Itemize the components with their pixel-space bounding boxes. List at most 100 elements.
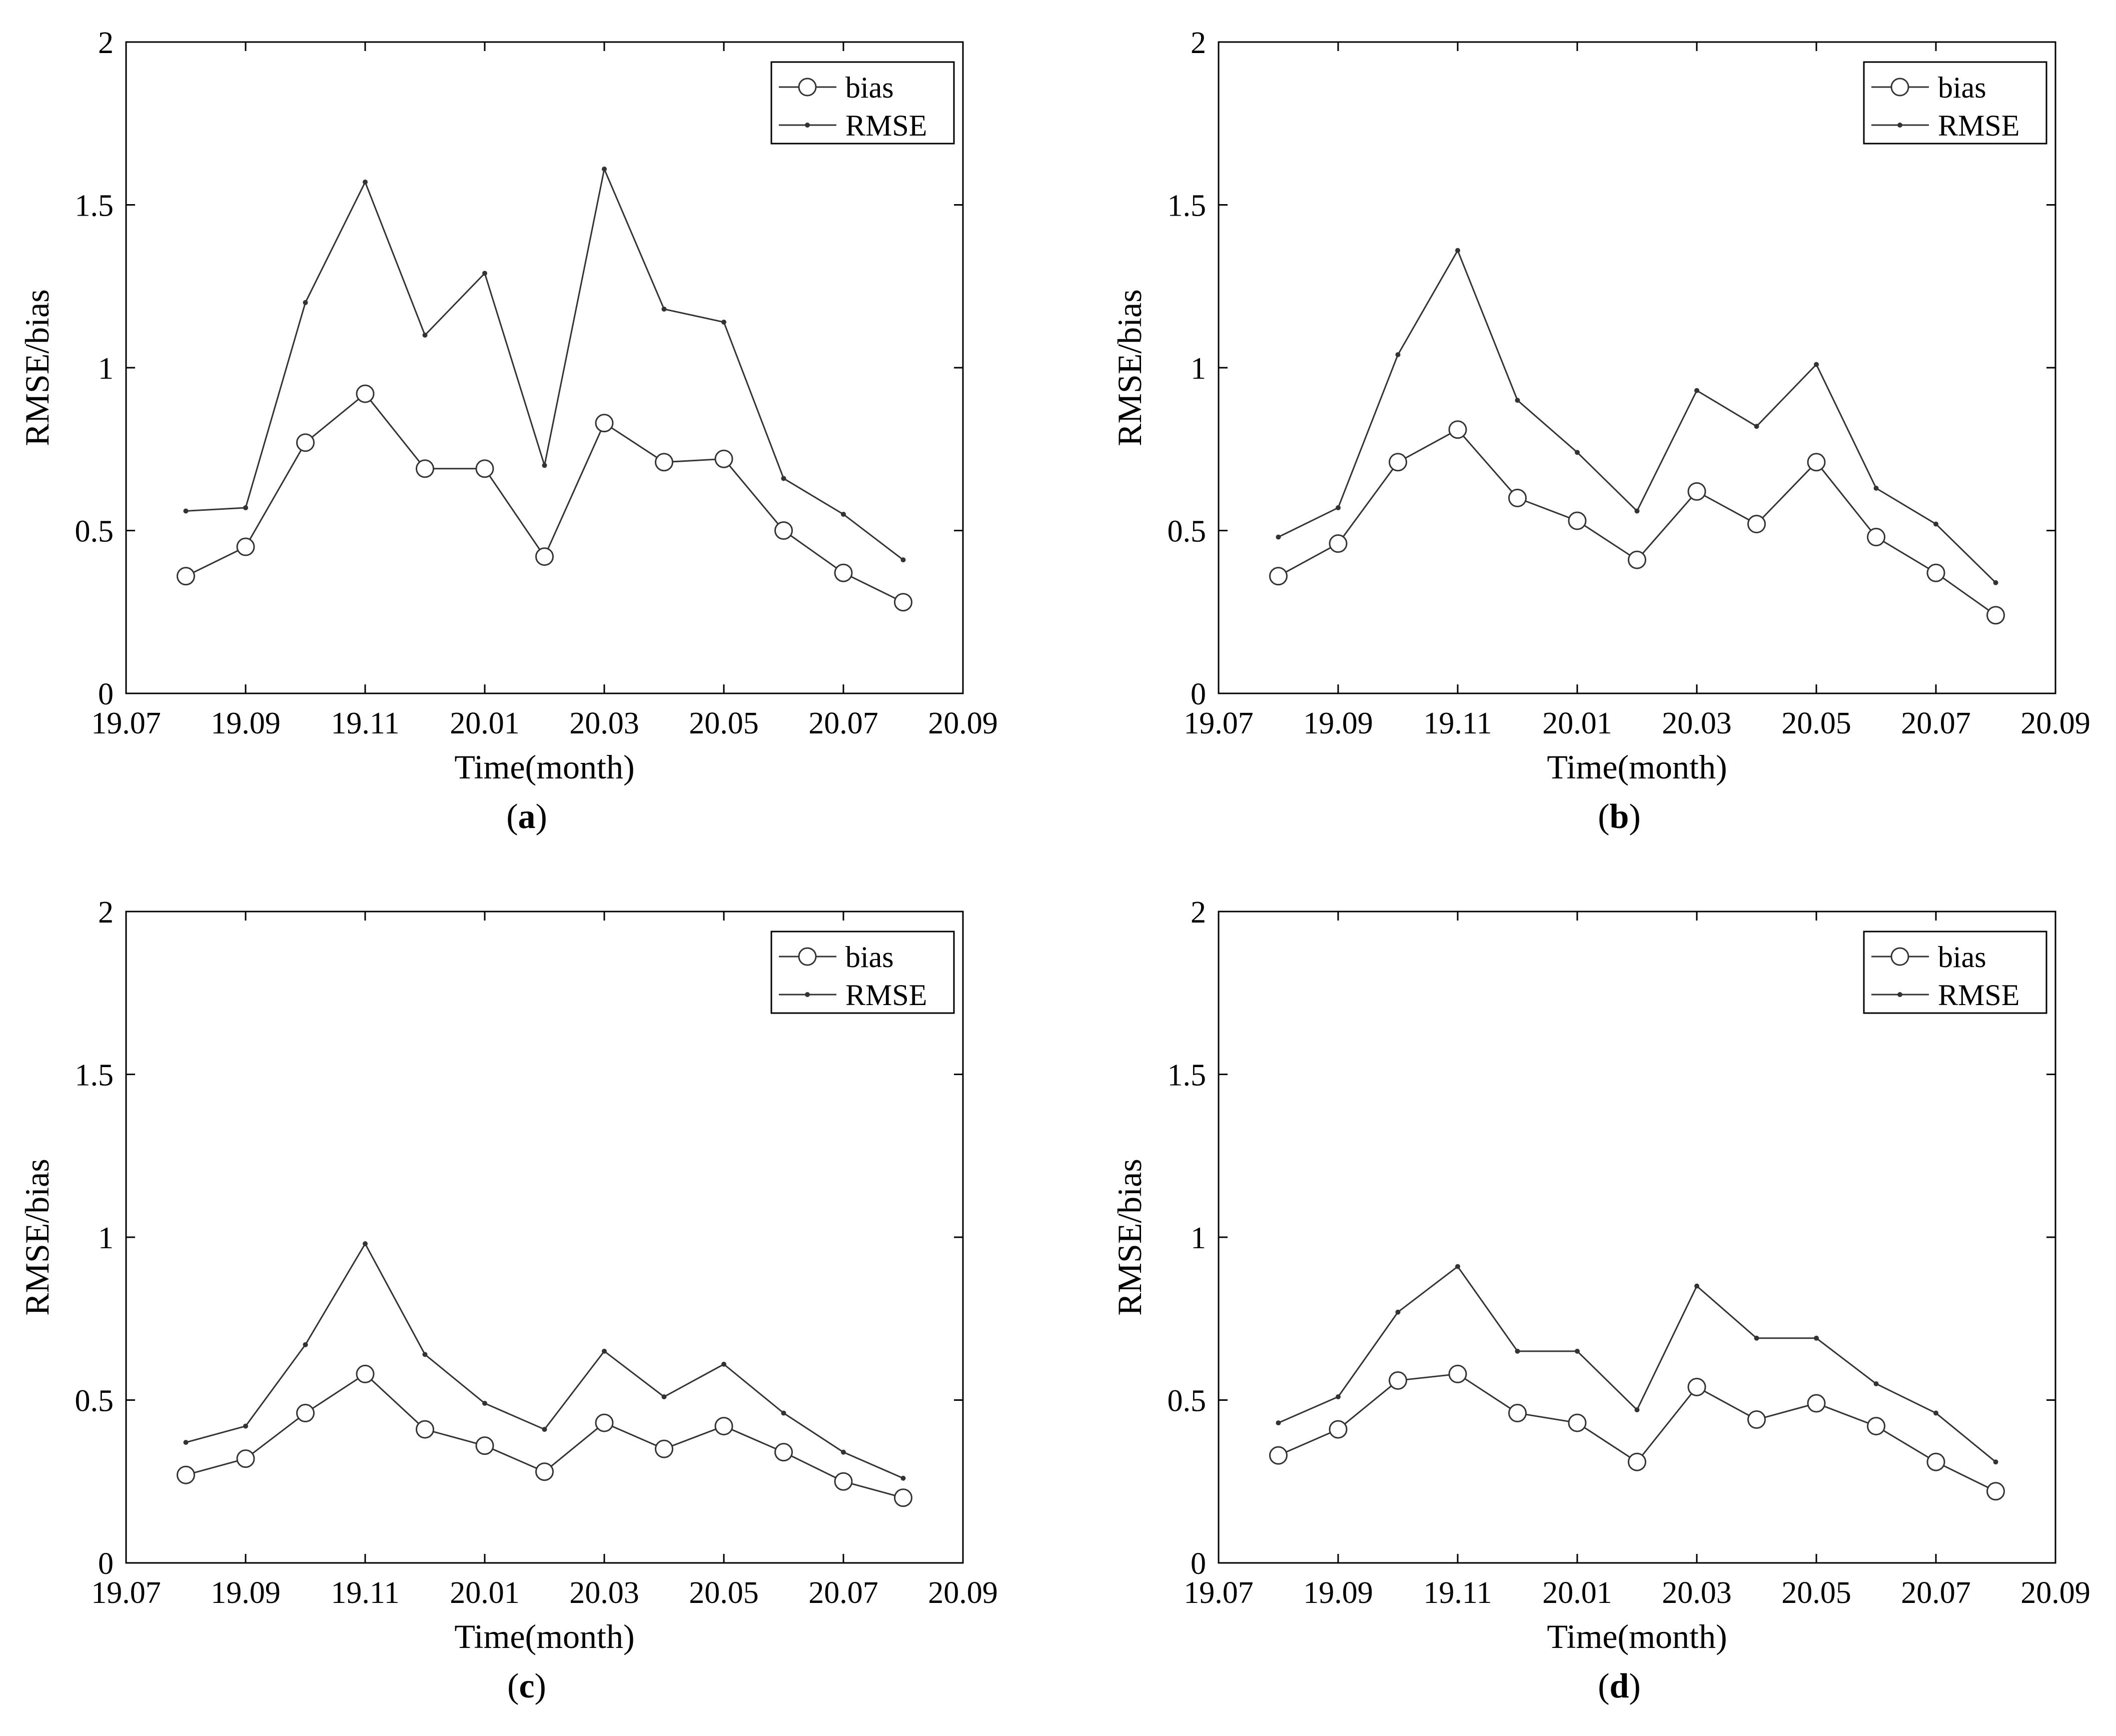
point-rmse-20.02: [1634, 508, 1640, 514]
x-tick-label: 20.05: [1781, 706, 1851, 740]
point-bias-20.07: [834, 563, 853, 582]
point-rmse-19.12: [1515, 398, 1520, 403]
point-rmse-19.10: [1395, 352, 1401, 357]
point-bias-19.08: [1269, 1446, 1288, 1465]
chart-panel-b: 0 0.5 1 1.5 2 19.07 19.09 19.11 20.01 20.03 20.05 2…: [1111, 26, 2090, 836]
y-tick-label: 1: [1191, 352, 1206, 386]
point-rmse-20.03: [1694, 1283, 1699, 1289]
x-tick-label: 19.09: [211, 1576, 281, 1610]
y-tick-label: 0: [1191, 1547, 1206, 1581]
point-bias-19.10: [1389, 1371, 1407, 1390]
x-tick-label: 19.07: [91, 1576, 161, 1610]
point-rmse-19.11: [1455, 1264, 1460, 1269]
y-tick-label: 2: [98, 896, 114, 930]
point-rmse-20.02: [542, 463, 547, 468]
point-rmse-19.08: [183, 1440, 189, 1445]
x-tick-label: 19.07: [91, 706, 161, 740]
point-rmse-20.04: [661, 1394, 667, 1399]
chart-panel-d: 0 0.5 1 1.5 2 19.07 19.09 19.11 20.01 20.03 20.05 2…: [1111, 896, 2090, 1705]
point-rmse-20.05: [1814, 1335, 1819, 1341]
point-rmse-19.08: [1276, 534, 1281, 540]
x-tick-label: 20.03: [569, 1576, 639, 1610]
point-rmse-20.01: [482, 1401, 487, 1406]
point-rmse-19.10: [303, 300, 308, 305]
point-bias-20.04: [1747, 1410, 1766, 1429]
point-rmse-20.07: [841, 1449, 846, 1455]
point-rmse-20.06: [1873, 1381, 1879, 1386]
x-tick-label: 20.07: [808, 706, 878, 740]
point-bias-20.02: [1628, 1452, 1646, 1471]
point-bias-20.03: [595, 1413, 614, 1432]
y-tick-label: 0: [98, 1547, 114, 1581]
legend-label-bias: bias: [845, 941, 894, 974]
point-rmse-20.05: [1814, 362, 1819, 367]
point-rmse-19.08: [1276, 1420, 1281, 1426]
x-tick-label: 20.09: [2020, 706, 2090, 740]
legend-box: [1863, 931, 2047, 1014]
point-rmse-19.09: [1336, 505, 1341, 510]
point-bias-20.08: [1986, 606, 2005, 625]
point-bias-19.12: [416, 459, 434, 478]
point-bias-20.03: [1687, 482, 1706, 501]
x-tick-label: 19.11: [1423, 1576, 1492, 1610]
y-tick-label: 0: [1191, 677, 1206, 711]
point-bias-20.05: [714, 449, 733, 468]
legend-marker-bias: [798, 78, 817, 97]
point-bias-20.08: [1986, 1482, 2005, 1501]
legend-marker-rmse: [1897, 992, 1902, 997]
legend-marker-rmse: [1897, 123, 1902, 128]
point-bias-19.10: [296, 1404, 315, 1423]
x-tick-label: 19.09: [211, 706, 281, 740]
point-rmse-20.04: [661, 306, 667, 312]
point-bias-20.04: [655, 1439, 673, 1458]
series-line-bias: [1278, 1373, 1996, 1492]
x-tick-label: 20.07: [808, 1576, 878, 1610]
point-bias-19.10: [1389, 453, 1407, 472]
y-tick-label: 0.5: [1168, 1384, 1207, 1418]
point-bias-20.05: [714, 1417, 733, 1436]
x-tick-label: 19.11: [331, 706, 399, 740]
legend-label-rmse: RMSE: [845, 109, 927, 142]
point-rmse-20.08: [1993, 1459, 1998, 1465]
point-rmse-20.06: [1873, 485, 1879, 491]
point-rmse-20.01: [482, 271, 487, 276]
point-rmse-20.01: [1575, 450, 1580, 455]
point-bias-19.11: [356, 1364, 375, 1383]
point-bias-20.08: [894, 593, 912, 612]
point-rmse-19.12: [422, 1352, 428, 1357]
x-tick-label: 20.01: [1542, 706, 1612, 740]
point-bias-20.01: [1568, 511, 1587, 530]
point-rmse-20.02: [542, 1427, 547, 1432]
point-bias-20.01: [475, 1436, 494, 1455]
x-tick-label: 20.05: [689, 706, 759, 740]
x-tick-label: 20.07: [1901, 706, 1971, 740]
x-axis-label: Time(month): [454, 1617, 634, 1655]
point-bias-20.06: [1867, 528, 1885, 547]
y-tick-label: 2: [1191, 26, 1206, 60]
series-line-rmse: [186, 166, 904, 561]
point-bias-19.09: [236, 537, 255, 556]
point-bias-19.11: [1448, 420, 1467, 439]
point-bias-20.07: [834, 1472, 853, 1491]
point-rmse-20.06: [781, 476, 786, 481]
point-bias-20.06: [774, 1443, 793, 1462]
point-rmse-20.08: [900, 557, 906, 563]
point-bias-20.03: [595, 414, 614, 433]
legend-box: [1863, 61, 2047, 145]
point-rmse-19.10: [1395, 1309, 1401, 1315]
x-tick-label: 20.01: [450, 706, 520, 740]
point-bias-19.08: [1269, 567, 1288, 586]
point-bias-20.06: [774, 521, 793, 540]
x-tick-label: 19.07: [1184, 706, 1254, 740]
x-tick-label: 20.03: [1662, 706, 1732, 740]
point-bias-20.04: [1747, 514, 1766, 533]
point-rmse-19.08: [183, 508, 189, 514]
point-bias-20.07: [1926, 1452, 1945, 1471]
series-line-rmse: [186, 1242, 904, 1479]
chart-panel-c: 0 0.5 1 1.5 2 19.07 19.09 19.11 20.01 20.03 20.05 2…: [18, 896, 998, 1705]
point-bias-19.12: [416, 1420, 434, 1439]
panel-caption: (d): [1598, 1667, 1641, 1705]
point-rmse-20.07: [841, 511, 846, 517]
point-rmse-20.03: [1694, 388, 1699, 393]
